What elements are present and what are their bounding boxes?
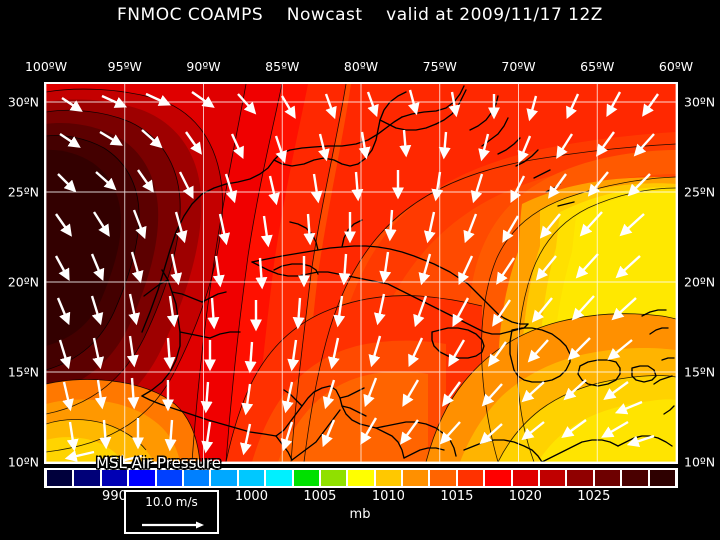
lat-tick-right-2: 20ºN (684, 274, 716, 290)
colorbar-swatch-18 (539, 470, 567, 486)
colorbar-tick-5: 1015 (440, 489, 474, 504)
lon-tick-7: 65ºW (580, 59, 615, 74)
colorbar[interactable] (44, 468, 678, 488)
colorbar-swatch-2 (100, 470, 129, 486)
colorbar-swatch-7 (237, 470, 266, 486)
lat-tick-left-1: 25ºN (7, 184, 39, 200)
colorbar-swatch-1 (73, 470, 101, 486)
wind-vector-legend: 10.0 m/s (124, 490, 219, 534)
lon-tick-8: 60ºW (658, 59, 694, 74)
colorbar-swatch-16 (484, 470, 512, 486)
colorbar-swatch-17 (511, 470, 540, 486)
lon-tick-2: 90ºW (186, 59, 221, 74)
colorbar-swatch-8 (265, 470, 293, 486)
colorbar-swatch-4 (155, 470, 183, 486)
colorbar-tick-4: 1010 (371, 489, 405, 504)
colorbar-tick-0: 990 (102, 489, 127, 504)
lat-tick-right-0: 30ºN (684, 94, 716, 110)
colorbar-tick-6: 1020 (508, 489, 542, 504)
lon-tick-4: 80ºW (343, 59, 379, 74)
lon-tick-3: 85ºW (265, 59, 300, 74)
colorbar-tick-7: 1025 (577, 489, 611, 504)
colorbar-swatch-6 (210, 470, 238, 486)
right-arrow-icon (142, 521, 204, 529)
colorbar-swatch-14 (429, 470, 457, 486)
longitude-axis: 100ºW 95ºW 90ºW 85ºW 80ºW 75ºW 70ºW 65ºW 60ºW (25, 59, 693, 75)
colorbar-swatch-15 (456, 470, 485, 486)
colorbar-tick-2: 1000 (234, 489, 268, 504)
map-panel: MSL Air Pressure 10.0 m/s (44, 82, 678, 534)
lat-tick-right-4: 10ºN (684, 454, 716, 470)
colorbar-swatch-21 (621, 470, 649, 486)
colorbar-unit-label: mb (349, 507, 371, 522)
colorbar-swatch-11 (347, 470, 375, 486)
lat-tick-right-3: 15ºN (684, 364, 716, 380)
colorbar-swatch-0 (46, 470, 74, 486)
lon-tick-0: 100ºW (24, 59, 68, 74)
colorbar-swatches (46, 470, 676, 486)
colorbar-swatch-20 (593, 470, 622, 486)
lon-tick-5: 75ºW (422, 59, 457, 74)
colorbar-tick-3: 1005 (303, 489, 337, 504)
coastlines (141, 85, 675, 462)
wind-vector-field (54, 89, 659, 462)
colorbar-swatch-5 (182, 470, 211, 486)
colorbar-swatch-3 (128, 470, 156, 486)
lat-tick-left-4: 10ºN (7, 454, 39, 470)
lat-tick-left-3: 15ºN (7, 364, 39, 380)
lat-tick-right-1: 25ºN (684, 184, 716, 200)
map-canvas[interactable] (46, 84, 676, 462)
lat-tick-left-0: 30ºN (7, 94, 39, 110)
lon-tick-6: 70ºW (501, 59, 536, 74)
lon-tick-1: 95ºW (107, 59, 142, 74)
colorbar-swatch-22 (648, 470, 676, 486)
colorbar-swatch-13 (402, 470, 430, 486)
map-svg (46, 84, 676, 462)
lat-tick-left-2: 20ºN (7, 274, 39, 290)
page-title: FNMOC COAMPS Nowcast valid at 2009/11/17… (117, 5, 603, 25)
colorbar-swatch-9 (292, 470, 320, 486)
field-label: MSL Air Pressure (96, 454, 222, 472)
colorbar-swatch-19 (566, 470, 594, 486)
wind-legend-value: 10.0 m/s (145, 495, 198, 509)
colorbar-swatch-10 (319, 470, 348, 486)
colorbar-swatch-12 (374, 470, 403, 486)
